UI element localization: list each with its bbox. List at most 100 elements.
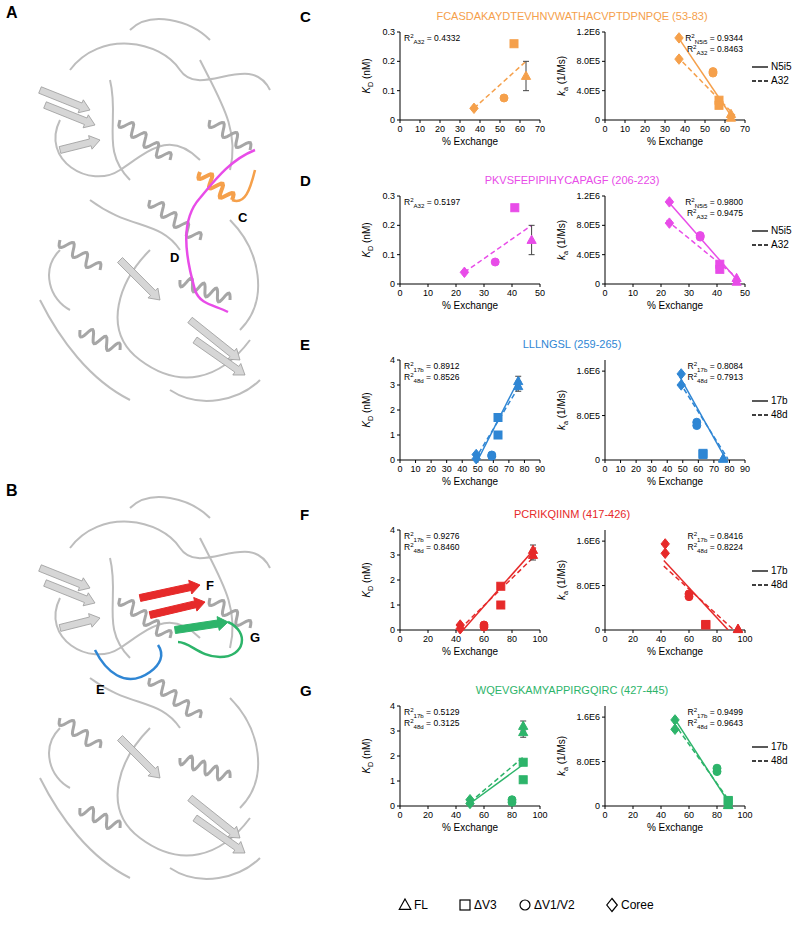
y-tick-label: 0.2 [382, 56, 395, 66]
point [510, 40, 518, 48]
y-axis-label-group: KD (nM) [361, 58, 375, 93]
y-tick-label: 0.1 [382, 86, 395, 96]
x-tick-label: 60 [479, 634, 489, 644]
point [709, 69, 717, 77]
x-tick-label: 20 [631, 464, 641, 474]
legend-label: 48d [771, 755, 788, 766]
y-tick-label: 1.2E6 [576, 191, 600, 201]
x-tick [400, 630, 401, 633]
y-tick [602, 61, 605, 62]
r2-annotation: R248d = 0.8224 [688, 541, 744, 554]
x-tick [400, 120, 401, 123]
fit-line [475, 385, 520, 460]
r2-annotation-part: A32 [414, 202, 425, 209]
protein-helix [180, 756, 230, 780]
x-tick [520, 120, 521, 123]
y-axis [605, 32, 606, 120]
protein-loop [70, 522, 270, 568]
point [702, 620, 710, 628]
x-tick [605, 284, 606, 287]
point [521, 71, 530, 79]
x-tick-label: 80 [712, 634, 722, 644]
x-tick-label: 0 [397, 288, 402, 298]
x-tick [428, 630, 429, 633]
y-tick [397, 196, 400, 197]
y-axis [605, 706, 606, 806]
point [677, 369, 685, 379]
y-tick-label: 4 [390, 355, 395, 365]
y-tick-label: 0 [595, 279, 600, 289]
fit-lines [464, 225, 534, 272]
region-label: E [96, 682, 105, 697]
r2-annotation-part: N5i5 [695, 202, 708, 209]
r2-annotation-part: A32 [414, 38, 425, 45]
x-tick [717, 284, 718, 287]
r2-annotation-part: = 0.8526 [424, 372, 460, 382]
point [665, 218, 673, 228]
legend-label: ΔV1/V2 [534, 898, 575, 912]
y-tick-label: 8.0E5 [576, 581, 600, 591]
x-tick-label: 10 [423, 288, 433, 298]
r2-annotation: R2A32 = 0.8463 [687, 43, 743, 56]
chart: 08.0E51.6E6020406080100% Exchangeka (1/M… [556, 706, 753, 833]
y-tick [397, 360, 400, 361]
r2-annotation: R2A32 = 0.9475 [687, 207, 743, 220]
y-axis-label-part: (nM) [361, 738, 372, 761]
x-tick [625, 120, 626, 123]
x-tick-label: 80 [507, 810, 517, 820]
y-tick [602, 225, 605, 226]
point [696, 233, 704, 241]
region-label: D [170, 250, 179, 265]
point [715, 101, 723, 109]
r2-annotation-part: 17b [414, 712, 425, 719]
chart: 08.0E51.6E6020406080100% Exchangeka (1/M… [556, 530, 753, 657]
x-tick-label: 30 [660, 124, 670, 134]
point [713, 768, 721, 776]
x-tick [431, 460, 432, 463]
y-tick-label: 8.0E5 [576, 56, 600, 66]
protein-helix [80, 808, 120, 829]
x-tick-label: 100 [737, 634, 752, 644]
x-tick-label: 30 [647, 464, 657, 474]
r2-annotation-part: 17b [697, 366, 708, 373]
r2-annotation-part: A32 [696, 49, 707, 56]
protein-loop [130, 19, 210, 40]
legend-marker [399, 899, 411, 909]
y-tick [397, 781, 400, 782]
x-tick-label: 40 [457, 464, 467, 474]
protein-strand [59, 136, 100, 154]
panel-letter: C [300, 8, 311, 25]
y-axis-label: KD (nM) [361, 222, 375, 257]
x-tick [420, 120, 421, 123]
y-tick-label: 1.6E6 [576, 712, 600, 722]
y-tick-label: 1.6E6 [576, 536, 600, 546]
x-tick-label: 60 [693, 464, 703, 474]
x-tick [480, 120, 481, 123]
legend-line [752, 746, 768, 747]
y-tick [397, 225, 400, 226]
x-tick [682, 460, 683, 463]
fit-line [474, 61, 526, 108]
protein-loop [118, 728, 250, 855]
fit-line [677, 56, 735, 115]
x-tick-label: 30 [479, 288, 489, 298]
y-axis-label-group: KD (nM) [361, 738, 375, 773]
r2-annotation-part: = 0.5129 [424, 707, 460, 717]
protein-loop [49, 250, 70, 310]
legend-label: N5i5 [771, 61, 792, 72]
fit-line [680, 382, 728, 459]
chart: 012340102030405060708090% ExchangeKD (nM… [361, 355, 545, 487]
x-tick-label: 40 [656, 634, 666, 644]
x-axis [400, 284, 540, 285]
x-tick-label: 0 [602, 124, 607, 134]
legend-label: A32 [771, 75, 789, 86]
region-strand [149, 598, 205, 619]
x-axis-label: % Exchange [442, 300, 499, 311]
x-tick-label: 20 [423, 810, 433, 820]
y-tick [397, 435, 400, 436]
x-tick-label: 30 [442, 464, 452, 474]
y-tick [397, 555, 400, 556]
points [466, 721, 528, 809]
x-tick [729, 460, 730, 463]
points [456, 545, 538, 634]
